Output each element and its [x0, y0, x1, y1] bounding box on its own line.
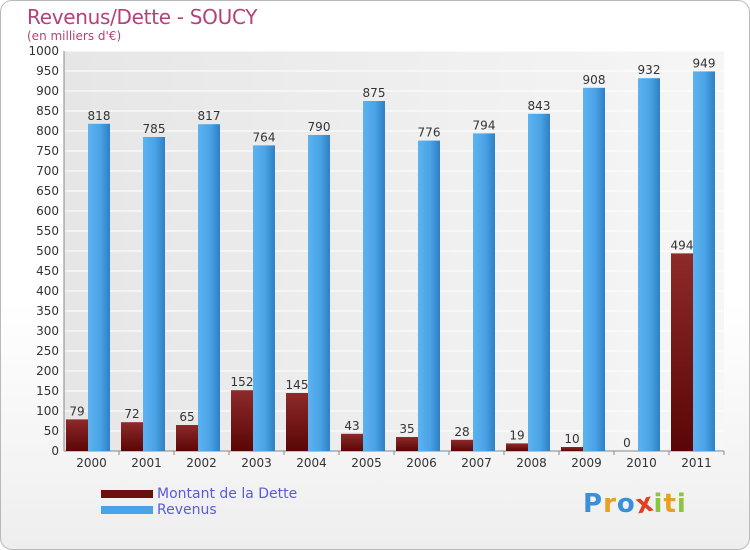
bar-dette	[506, 443, 528, 451]
y-tick-label: 400	[36, 284, 59, 298]
y-tick-label: 100	[36, 404, 59, 418]
y-tick-label: 1000	[28, 44, 59, 58]
data-label-dette: 43	[344, 419, 359, 433]
logo-letter: i	[676, 489, 687, 519]
bar-revenus	[363, 101, 385, 451]
bar-dette	[561, 447, 583, 451]
bar-dette	[66, 419, 88, 451]
x-tick-label: 2006	[406, 456, 437, 470]
x-tick-label: 2005	[351, 456, 382, 470]
y-tick-label: 150	[36, 384, 59, 398]
y-tick-label: 250	[36, 344, 59, 358]
logo-letter: i	[653, 489, 664, 519]
bar-dette	[671, 253, 693, 451]
bar-revenus	[308, 135, 330, 451]
data-label-dette: 65	[179, 410, 194, 424]
bar-dette	[286, 393, 308, 451]
bar-revenus	[143, 137, 165, 451]
y-tick-label: 450	[36, 264, 59, 278]
chart-subtitle: (en milliers d'€)	[27, 29, 122, 43]
data-label-dette: 79	[69, 404, 84, 418]
y-tick-label: 300	[36, 324, 59, 338]
y-tick-label: 950	[36, 64, 59, 78]
x-tick-label: 2011	[681, 456, 712, 470]
data-label-revenus: 818	[88, 109, 111, 123]
data-label-dette: 19	[509, 428, 524, 442]
data-label-revenus: 949	[693, 56, 716, 70]
logo-letter: P	[583, 489, 604, 519]
bar-dette	[121, 422, 143, 451]
x-tick-label: 2007	[461, 456, 492, 470]
y-tick-label: 800	[36, 124, 59, 138]
bar-revenus	[418, 140, 440, 451]
legend-label-revenus: Revenus	[157, 502, 217, 518]
logo-letter: r	[603, 489, 617, 519]
chart-title: Revenus/Dette - SOUCY	[27, 5, 258, 29]
bar-dette	[341, 433, 363, 451]
x-tick-label: 2003	[241, 456, 272, 470]
bar-dette	[231, 390, 253, 451]
data-label-dette: 35	[399, 422, 414, 436]
data-label-dette: 145	[286, 378, 309, 392]
data-label-dette: 28	[454, 425, 469, 439]
bar-revenus	[198, 124, 220, 451]
x-tick-label: 2010	[626, 456, 657, 470]
data-label-revenus: 794	[473, 118, 496, 132]
x-tick-label: 2001	[131, 456, 162, 470]
bar-dette	[396, 437, 418, 451]
y-tick-label: 850	[36, 104, 59, 118]
data-label-revenus: 875	[363, 86, 386, 100]
bar-revenus	[693, 71, 715, 452]
y-tick-label: 0	[51, 444, 59, 458]
y-tick-label: 500	[36, 244, 59, 258]
legend-swatch-dette	[101, 490, 153, 498]
data-label-revenus: 817	[198, 109, 221, 123]
data-label-revenus: 776	[418, 126, 441, 140]
data-label-revenus: 785	[143, 122, 166, 136]
y-tick-label: 50	[44, 424, 59, 438]
bar-dette	[176, 425, 198, 451]
y-tick-label: 550	[36, 224, 59, 238]
y-tick-label: 900	[36, 84, 59, 98]
bar-revenus	[583, 87, 605, 452]
y-tick-label: 200	[36, 364, 59, 378]
data-label-dette: 0	[623, 436, 631, 450]
legend-swatch-revenus	[101, 506, 153, 514]
logo-letter: t	[663, 489, 677, 519]
bar-revenus	[473, 133, 495, 451]
data-label-dette: 10	[564, 432, 579, 446]
data-label-revenus: 790	[308, 120, 331, 134]
x-tick-label: 2008	[516, 456, 547, 470]
data-label-dette: 494	[671, 238, 694, 252]
bar-revenus	[638, 78, 660, 451]
bar-revenus	[253, 145, 275, 451]
x-tick-label: 2000	[76, 456, 107, 470]
legend-label-dette: Montant de la Dette	[157, 486, 298, 502]
data-label-dette: 72	[124, 407, 139, 421]
x-tick-label: 2002	[186, 456, 217, 470]
y-tick-label: 350	[36, 304, 59, 318]
bar-dette	[451, 439, 473, 451]
bar-revenus	[88, 123, 110, 452]
y-tick-label: 700	[36, 164, 59, 178]
data-label-revenus: 764	[253, 130, 276, 144]
y-tick-label: 600	[36, 204, 59, 218]
logo-letter: o	[616, 489, 636, 519]
x-tick-label: 2009	[571, 456, 602, 470]
data-label-revenus: 843	[528, 99, 551, 113]
y-tick-label: 750	[36, 144, 59, 158]
bar-revenus	[528, 113, 550, 452]
data-label-revenus: 908	[583, 73, 606, 87]
x-tick-label: 2004	[296, 456, 327, 470]
proxiti-logo: Proxiti	[583, 487, 687, 520]
y-tick-label: 650	[36, 184, 59, 198]
data-label-revenus: 932	[638, 63, 661, 77]
data-label-dette: 152	[231, 375, 254, 389]
